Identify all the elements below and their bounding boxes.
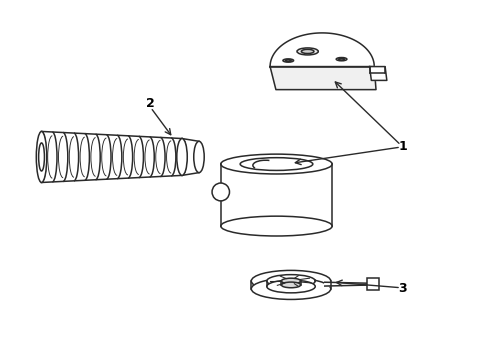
Ellipse shape bbox=[283, 59, 294, 62]
FancyBboxPatch shape bbox=[221, 164, 332, 226]
Ellipse shape bbox=[212, 183, 229, 201]
Ellipse shape bbox=[240, 158, 313, 170]
Ellipse shape bbox=[177, 139, 187, 175]
Ellipse shape bbox=[39, 143, 45, 171]
Ellipse shape bbox=[221, 154, 332, 174]
Ellipse shape bbox=[221, 216, 332, 236]
Text: 2: 2 bbox=[146, 97, 155, 110]
Ellipse shape bbox=[285, 60, 291, 62]
Polygon shape bbox=[325, 282, 367, 286]
Ellipse shape bbox=[267, 280, 315, 293]
Ellipse shape bbox=[281, 278, 301, 284]
Ellipse shape bbox=[36, 131, 47, 183]
Text: 1: 1 bbox=[398, 140, 407, 153]
Polygon shape bbox=[270, 67, 376, 90]
Ellipse shape bbox=[301, 49, 314, 54]
FancyBboxPatch shape bbox=[42, 139, 182, 183]
Polygon shape bbox=[369, 67, 387, 80]
Text: 3: 3 bbox=[398, 282, 407, 294]
Ellipse shape bbox=[194, 141, 204, 173]
FancyBboxPatch shape bbox=[367, 278, 379, 290]
Ellipse shape bbox=[281, 282, 301, 288]
Polygon shape bbox=[270, 33, 374, 67]
Ellipse shape bbox=[336, 58, 347, 61]
Ellipse shape bbox=[267, 275, 315, 287]
Ellipse shape bbox=[339, 58, 344, 60]
Ellipse shape bbox=[251, 278, 331, 300]
Ellipse shape bbox=[251, 270, 331, 292]
Ellipse shape bbox=[297, 48, 318, 55]
